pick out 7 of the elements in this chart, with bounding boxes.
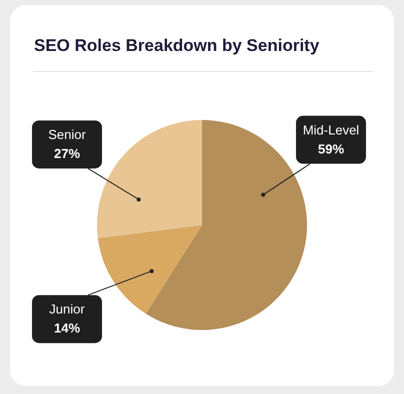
slice-label: Mid-Level <box>302 122 360 138</box>
data-label: 59% <box>318 141 344 156</box>
data-label: 27% <box>54 146 80 162</box>
data-label: 14% <box>54 320 80 336</box>
slice-label: Junior <box>49 302 86 317</box>
slice-label: Senior <box>48 127 86 142</box>
chart-title: SEO Roles Breakdown by Seniority <box>34 36 320 56</box>
